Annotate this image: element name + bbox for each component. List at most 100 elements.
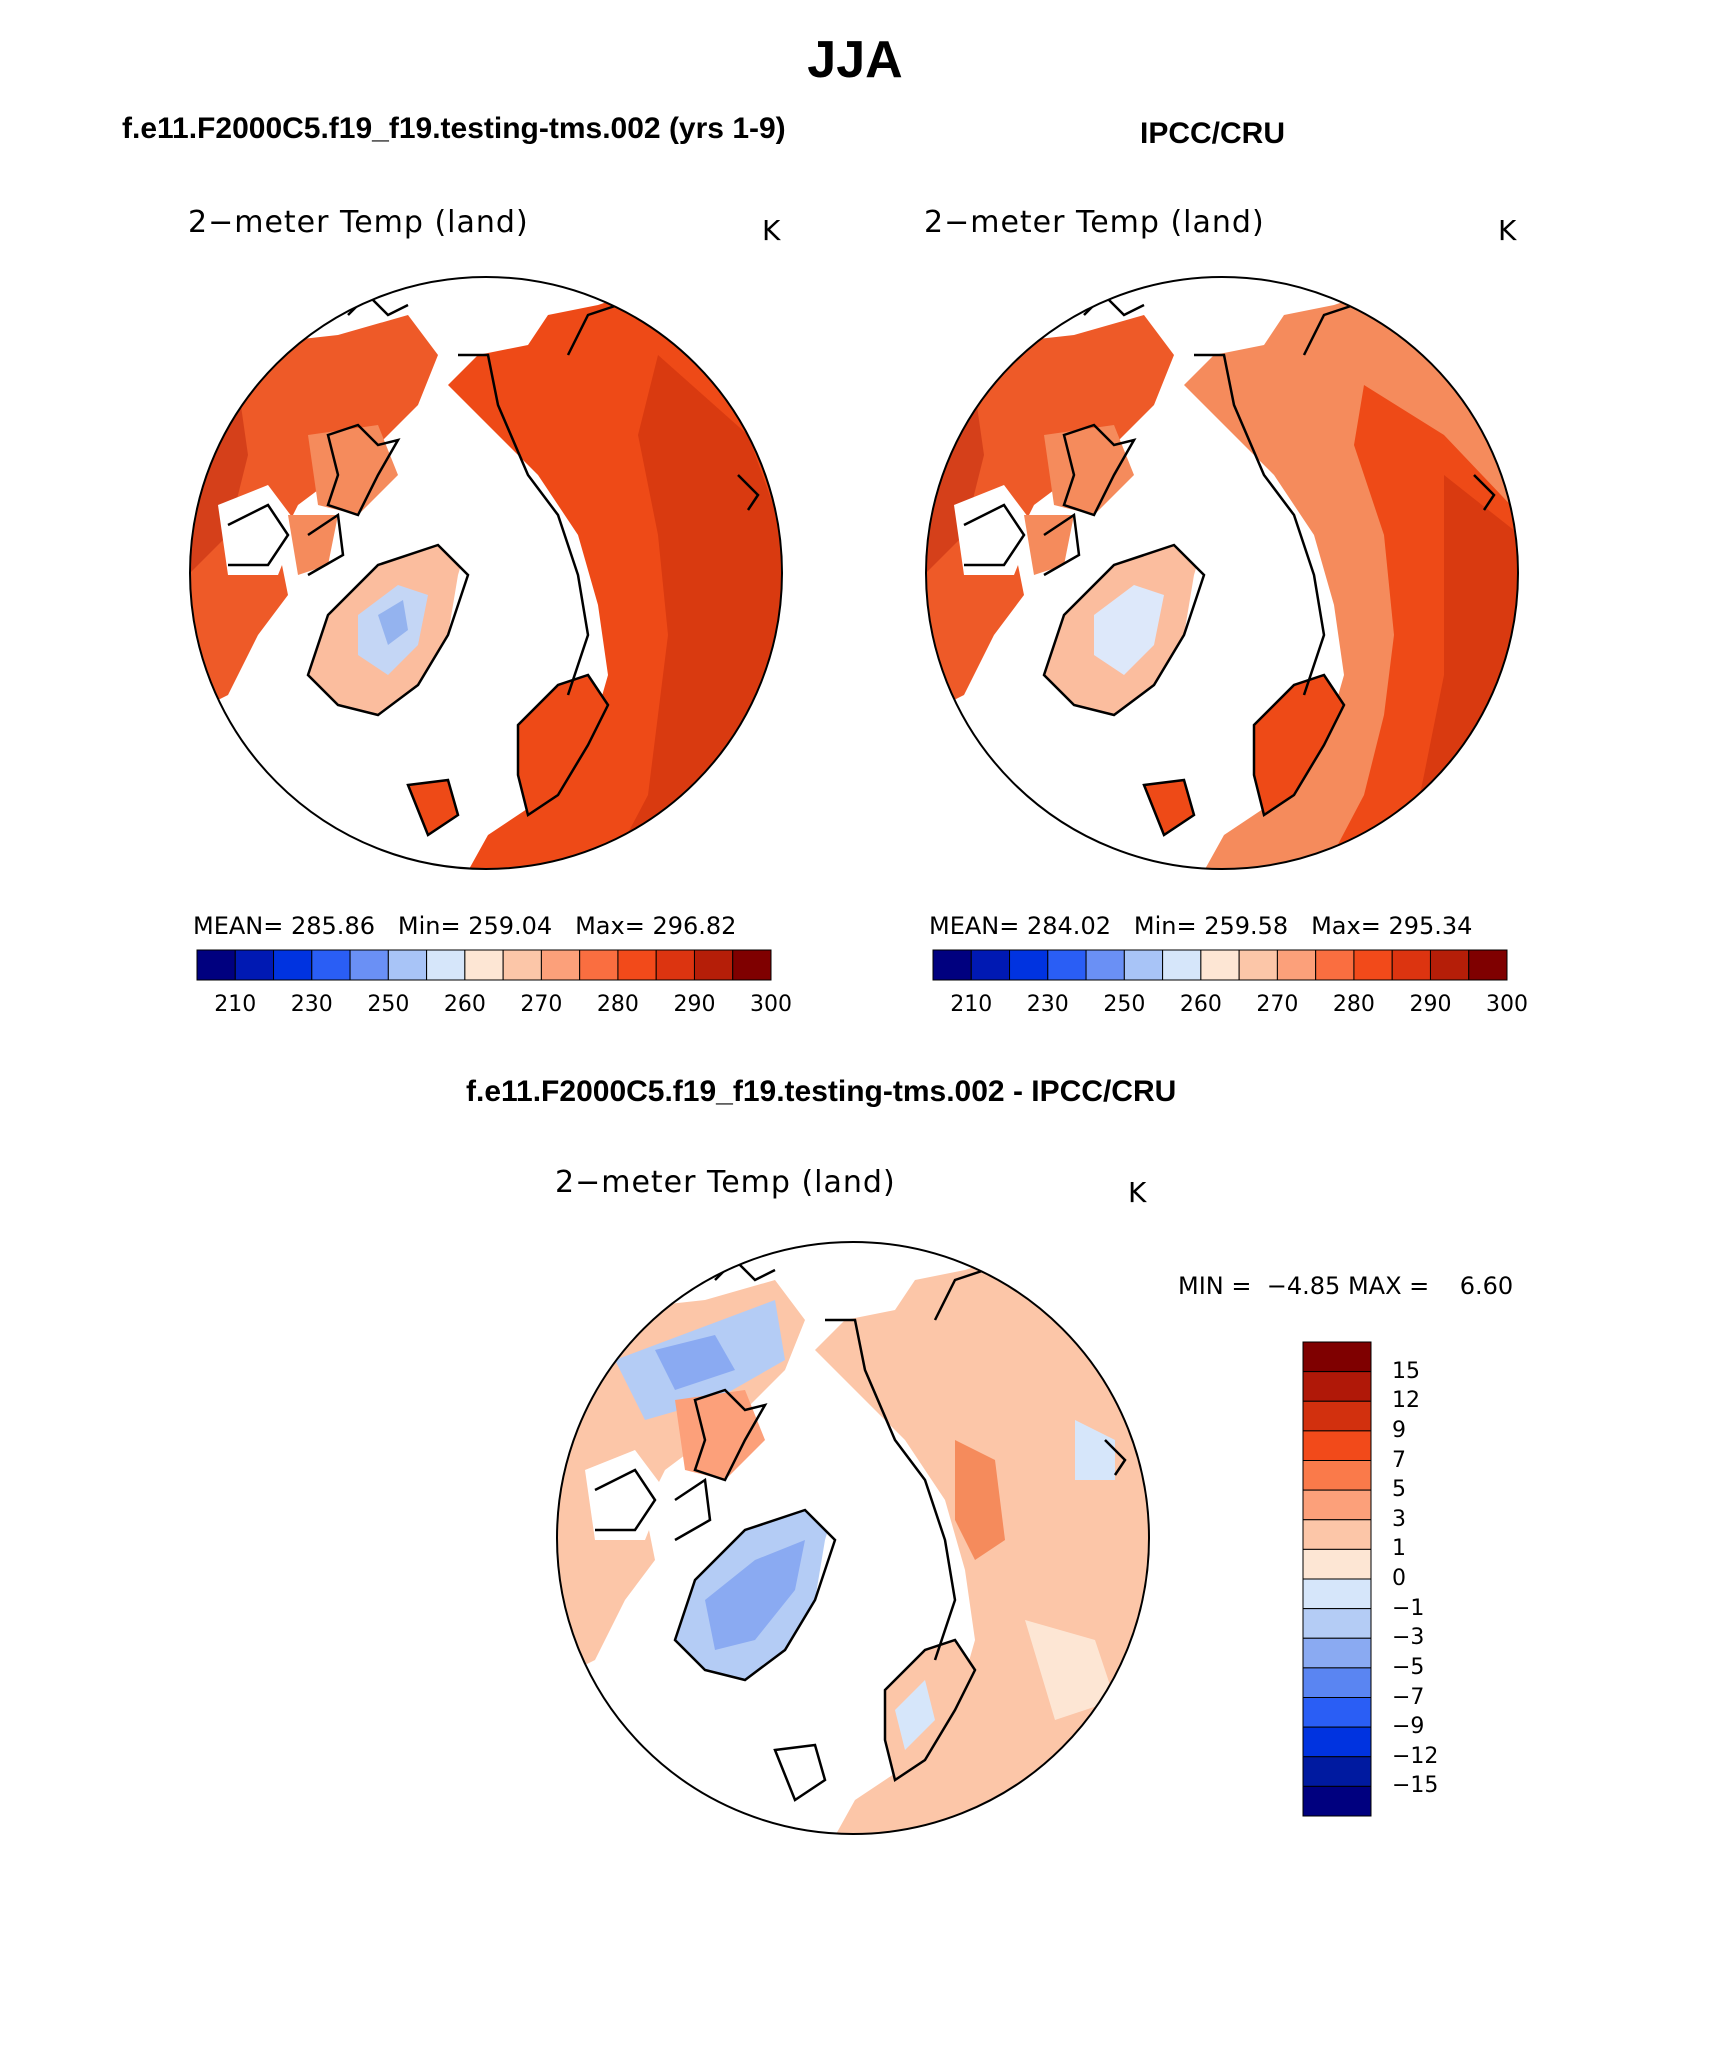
panel-3-colorbar-label-12: −9 (1392, 1714, 1425, 1740)
panel-1-colorbar-swatch-3 (311, 949, 351, 981)
panel-2-colorbar (932, 949, 1508, 981)
panel-2-colorbar-labels: 210 230 250 260 270 280 290 300 (933, 992, 1528, 1022)
panel-3-colorbar-swatch-7 (1302, 1548, 1372, 1580)
panel-1-colorbar-label-2: 250 (367, 992, 410, 1017)
panel-1-field-title: 2−meter Temp (land) (188, 205, 529, 240)
mean-label: MEAN= (929, 912, 1020, 940)
max-value: 6.60 (1459, 1272, 1514, 1300)
panel-3-colorbar-label-9: −3 (1392, 1625, 1425, 1651)
panel-3-colorbar-label-10: −5 (1392, 1654, 1425, 1680)
panel-1-colorbar-swatch-6 (426, 949, 466, 981)
mean-label: MEAN= (193, 912, 284, 940)
panel-3-units: K (1128, 1176, 1147, 1209)
max-value: 295.34 (1388, 912, 1473, 940)
panel-2-units: K (1498, 214, 1517, 247)
panel-1-colorbar-swatch-7 (464, 949, 504, 981)
scandinavia (518, 675, 608, 815)
panel-2-colorbar-swatch-10 (1315, 949, 1355, 981)
panel-3-colorbar-label-2: 9 (1392, 1417, 1406, 1443)
panel-1-colorbar-label-0: 210 (214, 992, 257, 1017)
figure-title: JJA (807, 31, 903, 89)
panel-1-colorbar-label-5: 280 (596, 992, 639, 1017)
panel-2-colorbar-swatch-14 (1468, 949, 1508, 981)
panel-2-field-title: 2−meter Temp (land) (924, 205, 1265, 240)
panel-3-colorbar-swatch-13 (1302, 1726, 1372, 1758)
panel-2-colorbar-swatch-11 (1353, 949, 1393, 981)
panel-2-colorbar-swatch-4 (1085, 949, 1125, 981)
panel-2-colorbar-swatch-1 (970, 949, 1011, 981)
panel-3-polar-map (556, 1241, 1150, 1835)
panel-1-colorbar-swatch-8 (502, 949, 542, 981)
panel-3-colorbar-label-4: 5 (1392, 1477, 1406, 1503)
panel-1-colorbar-swatch-1 (234, 949, 275, 981)
panel-1-colorbar-swatch-5 (387, 949, 428, 981)
panel-2-colorbar-label-6: 290 (1409, 992, 1452, 1017)
panel-1-colorbar-swatch-11 (617, 949, 657, 981)
panel-2-colorbar-swatch-13 (1429, 949, 1470, 981)
panel-2-colorbar-label-2: 250 (1103, 992, 1146, 1017)
min-label: MIN = (1178, 1272, 1252, 1300)
max-label: MAX = (1347, 1272, 1430, 1300)
panel-1-colorbar-swatch-4 (349, 949, 389, 981)
panel-2-colorbar-swatch-2 (1009, 949, 1049, 981)
panel-1-colorbar-swatch-0 (196, 949, 236, 981)
panel-1-colorbar-swatch-2 (273, 949, 313, 981)
panel-3-colorbar-swatch-3 (1302, 1430, 1372, 1461)
panel-2-colorbar-label-0: 210 (950, 992, 993, 1017)
panel-1-colorbar-label-1: 230 (290, 992, 333, 1017)
panel-3-colorbar-swatch-14 (1302, 1756, 1372, 1787)
panel-1-colorbar-swatch-12 (655, 949, 695, 981)
panel-2-colorbar-swatch-12 (1391, 949, 1431, 981)
min-label: Min= (397, 912, 461, 940)
panel-2-colorbar-swatch-5 (1123, 949, 1164, 981)
max-value: 296.82 (652, 912, 737, 940)
panel-2-colorbar-label-3: 260 (1179, 992, 1222, 1017)
panel-2-colorbar-swatch-7 (1200, 949, 1240, 981)
panel-3-colorbar-swatch-5 (1302, 1489, 1372, 1521)
panel-3-colorbar-label-8: −1 (1392, 1595, 1425, 1621)
panel-3-case-title: f.e11.F2000C5.f19_f19.testing-tms.002 - … (466, 1075, 1177, 1108)
panel-3-colorbar-label-11: −7 (1392, 1684, 1425, 1710)
panel-2-stats: MEAN= 284.02 Min= 259.58 Max= 295.34 (929, 912, 1472, 940)
min-value: −4.85 (1266, 1272, 1341, 1300)
panel-1-colorbar-swatch-13 (693, 949, 734, 981)
panel-2-colorbar-swatch-8 (1238, 949, 1278, 981)
panel-3-stats: MIN = −4.85 MAX = 6.60 (1178, 1272, 1513, 1300)
panel-3-colorbar-swatch-6 (1302, 1519, 1372, 1550)
scandinavia (1254, 675, 1344, 815)
north-america-landmass (926, 315, 1174, 715)
panel-3-colorbar-label-3: 7 (1392, 1447, 1406, 1473)
panel-1-case-title: f.e11.F2000C5.f19_f19.testing-tms.002 (y… (122, 112, 786, 145)
panel-3-colorbar-swatch-12 (1302, 1697, 1372, 1728)
panel-1-colorbar-label-4: 270 (520, 992, 563, 1017)
panel-3-colorbar-swatch-8 (1302, 1578, 1372, 1610)
panel-3-colorbar-label-13: −12 (1392, 1743, 1439, 1769)
panel-3-colorbar-swatch-11 (1302, 1667, 1372, 1698)
panel-3-colorbar-swatch-2 (1302, 1400, 1372, 1432)
north-america-landmass (190, 315, 438, 715)
panel-3-colorbar-label-1: 12 (1392, 1388, 1420, 1414)
panel-2-colorbar-label-7: 300 (1486, 992, 1528, 1017)
panel-2-case-title: IPCC/CRU (1140, 117, 1286, 150)
panel-3-colorbar-swatch-10 (1302, 1637, 1372, 1669)
panel-1-colorbar-swatch-14 (732, 949, 772, 981)
panel-2-colorbar-swatch-6 (1162, 949, 1202, 981)
panel-3-colorbar-label-14: −15 (1392, 1773, 1439, 1799)
panel-2-colorbar-label-5: 280 (1332, 992, 1375, 1017)
panel-1-polar-map (189, 276, 783, 870)
panel-2-colorbar-swatch-3 (1047, 949, 1087, 981)
mean-value: 284.02 (1027, 912, 1111, 940)
mean-value: 285.86 (291, 912, 375, 940)
panel-1-colorbar-labels: 210 230 250 260 270 280 290 300 (197, 992, 792, 1022)
panel-1-colorbar-label-6: 290 (673, 992, 716, 1017)
min-value: 259.04 (468, 912, 553, 940)
max-label: Max= (1311, 912, 1381, 940)
panel-2-polar-map (925, 276, 1519, 870)
panel-3-field-title: 2−meter Temp (land) (555, 1165, 896, 1200)
panel-3-colorbar-label-0: 15 (1392, 1358, 1420, 1384)
panel-1-stats: MEAN= 285.86 Min= 259.04 Max= 296.82 (193, 912, 736, 940)
panel-1-colorbar (196, 949, 772, 981)
min-value: 259.58 (1204, 912, 1289, 940)
panel-1-colorbar-label-7: 300 (750, 992, 792, 1017)
panel-2-colorbar-swatch-9 (1276, 949, 1317, 981)
